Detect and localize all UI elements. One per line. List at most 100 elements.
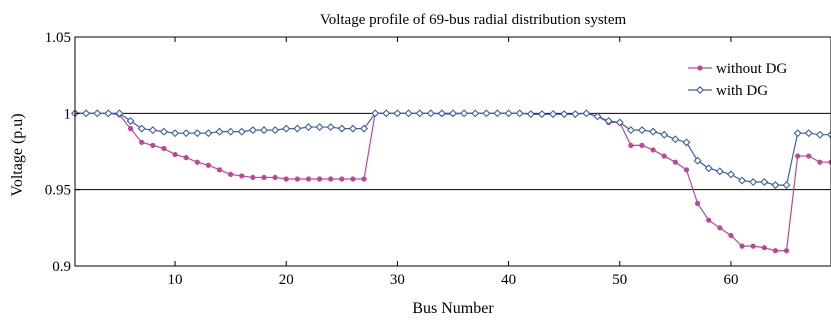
data-point-with-dg <box>638 126 646 135</box>
data-point-with-dg <box>271 126 280 135</box>
data-point-with-dg <box>426 109 435 118</box>
data-point-without-dg <box>739 243 745 249</box>
data-point-with-dg <box>104 109 113 118</box>
data-point-with-dg <box>493 109 502 118</box>
data-point-with-dg <box>671 135 680 144</box>
data-point-with-dg <box>449 109 457 118</box>
data-point-without-dg <box>272 174 278 181</box>
data-point-with-dg <box>593 112 602 121</box>
data-point-with-dg <box>749 178 758 187</box>
data-point-with-dg <box>771 181 780 190</box>
data-point-with-dg <box>371 109 380 118</box>
data-point-with-dg <box>204 129 213 138</box>
data-point-with-dg <box>815 130 824 139</box>
data-point-with-dg <box>382 109 391 118</box>
data-point-with-dg <box>282 124 291 133</box>
data-point-with-dg <box>348 124 357 133</box>
data-point-without-dg <box>183 155 189 161</box>
data-point-without-dg <box>339 176 345 182</box>
data-point-without-dg <box>205 162 212 168</box>
legend: without DG with DG <box>688 61 787 99</box>
data-point-with-dg <box>715 167 724 176</box>
line-with-dg <box>75 112 831 186</box>
data-point-with-dg <box>682 138 691 147</box>
data-point-with-dg <box>460 109 469 118</box>
data-point-with-dg <box>260 126 268 135</box>
data-point-with-dg <box>726 170 735 179</box>
data-point-with-dg <box>293 124 302 133</box>
legend-label-with-dg: with DG <box>716 83 768 99</box>
data-point-without-dg <box>728 232 734 239</box>
data-point-with-dg <box>115 109 124 118</box>
data-point-with-dg <box>649 127 658 136</box>
y-tick-label: 1 <box>64 106 72 122</box>
data-point-with-dg <box>560 110 569 119</box>
data-point-with-dg <box>504 109 513 118</box>
data-point-with-dg <box>337 124 346 133</box>
data-point-with-dg <box>696 86 704 94</box>
data-point-without-dg <box>283 176 289 182</box>
data-point-with-dg <box>437 109 446 118</box>
data-point-without-dg <box>216 167 223 173</box>
data-point-without-dg <box>194 159 200 165</box>
data-point-with-dg <box>626 126 635 135</box>
data-point-with-dg <box>171 129 180 138</box>
data-point-without-dg <box>650 147 656 153</box>
data-point-with-dg <box>360 124 369 133</box>
data-point-without-dg <box>127 126 134 132</box>
data-point-with-dg <box>193 129 202 138</box>
data-point-with-dg <box>793 129 802 138</box>
data-point-without-dg <box>694 200 701 207</box>
data-point-with-dg <box>526 110 535 119</box>
x-tick-label: 30 <box>390 272 405 288</box>
data-point-without-dg <box>806 153 812 159</box>
data-point-with-dg <box>182 129 191 138</box>
data-point-with-dg <box>582 109 591 118</box>
data-point-without-dg <box>683 167 690 173</box>
data-point-without-dg <box>706 217 712 223</box>
data-point-without-dg <box>139 139 145 145</box>
x-tick-label: 40 <box>501 272 516 288</box>
data-point-without-dg <box>795 153 801 159</box>
x-tick-label: 50 <box>612 272 627 288</box>
data-point-without-dg <box>661 153 667 159</box>
data-point-with-dg <box>148 126 157 135</box>
data-point-with-dg <box>226 127 235 136</box>
data-point-without-dg <box>697 65 703 71</box>
data-point-with-dg <box>515 109 524 118</box>
chart-title: Voltage profile of 69-bus radial distrib… <box>320 12 627 28</box>
data-point-with-dg <box>827 130 831 139</box>
data-point-with-dg <box>237 127 246 136</box>
data-point-without-dg <box>172 151 178 158</box>
data-point-with-dg <box>137 124 146 133</box>
data-point-without-dg <box>305 176 312 182</box>
data-point-without-dg <box>261 174 267 181</box>
data-point-with-dg <box>326 123 335 132</box>
data-point-without-dg <box>228 171 234 177</box>
data-point-without-dg <box>761 245 767 251</box>
data-point-without-dg <box>239 173 245 179</box>
data-point-with-dg <box>615 118 624 127</box>
data-point-with-dg <box>660 130 669 139</box>
data-point-with-dg <box>415 109 424 118</box>
x-tick-label: 60 <box>723 272 738 288</box>
data-point-with-dg <box>93 109 102 118</box>
data-point-without-dg <box>772 248 779 254</box>
data-point-with-dg <box>604 116 613 125</box>
data-point-with-dg <box>782 181 791 190</box>
data-point-with-dg <box>126 116 135 125</box>
legend-label-without-dg: without DG <box>716 61 787 77</box>
data-point-without-dg <box>639 142 645 148</box>
x-tick-label: 10 <box>168 272 183 288</box>
data-point-without-dg <box>672 159 678 165</box>
data-point-without-dg <box>316 176 323 182</box>
data-point-with-dg <box>549 110 558 119</box>
data-point-with-dg <box>82 109 91 118</box>
data-point-with-dg <box>571 110 580 119</box>
data-point-with-dg <box>404 109 413 118</box>
data-point-without-dg <box>161 145 167 152</box>
plot-frame <box>74 36 831 267</box>
y-axis-title: Voltage (p.u) <box>9 113 26 196</box>
data-point-with-dg <box>159 127 168 136</box>
ticks: 10 20 30 40 50 60 0.9 0.95 1 1.05 <box>45 30 739 288</box>
